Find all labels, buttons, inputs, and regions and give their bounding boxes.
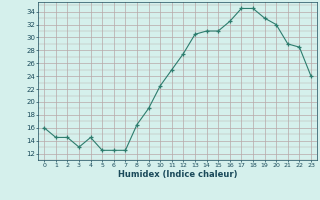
X-axis label: Humidex (Indice chaleur): Humidex (Indice chaleur) (118, 170, 237, 179)
